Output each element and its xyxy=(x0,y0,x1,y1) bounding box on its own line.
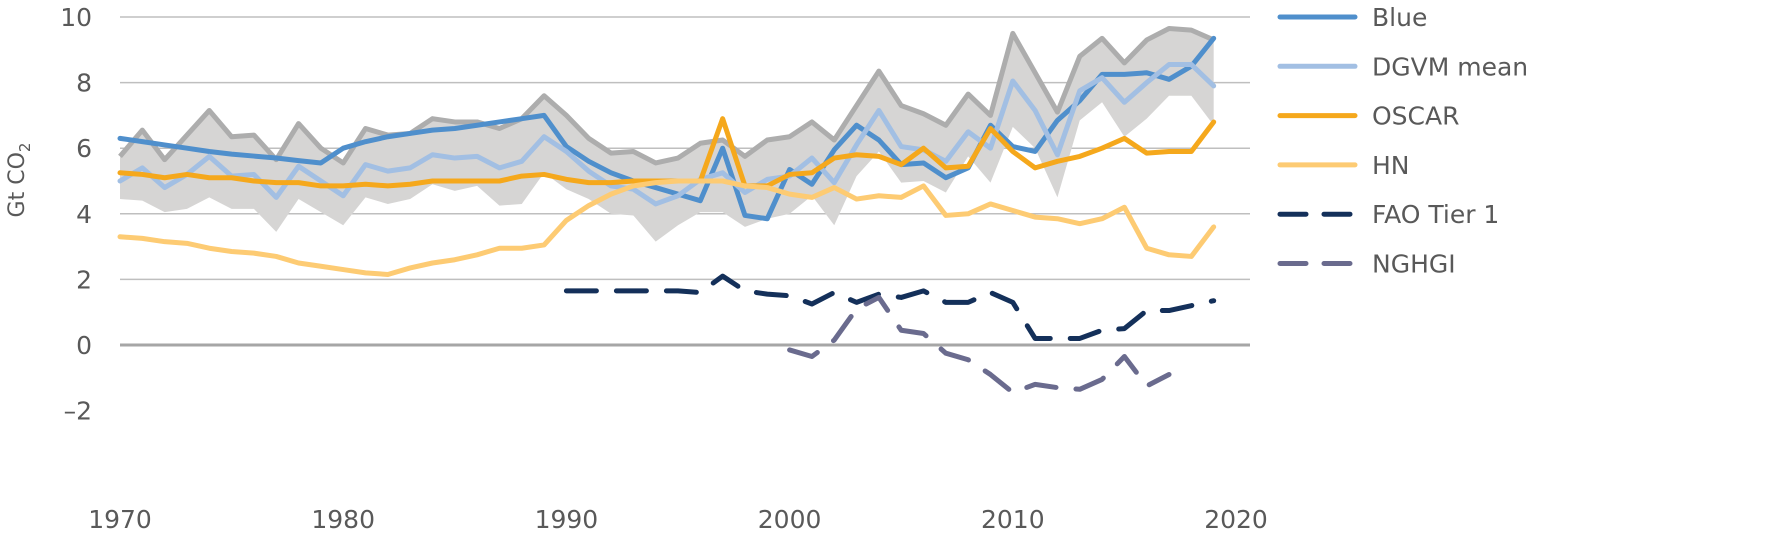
y-axis-label-subscript: 2 xyxy=(16,143,34,153)
x-tick-label: 1970 xyxy=(88,505,152,534)
dgvm-range-upper-edge xyxy=(118,25,1215,166)
x-tick-label: 1990 xyxy=(535,505,599,534)
legend-label-nghgi: NGHGI xyxy=(1372,250,1456,279)
legend-label-dgvm-mean: DGVM mean xyxy=(1372,52,1528,81)
legend-label-fao-tier-1: FAO Tier 1 xyxy=(1372,200,1499,229)
series-line-hn xyxy=(117,178,1217,277)
legend-label-oscar: OSCAR xyxy=(1372,102,1459,131)
legend: Blue DGVM mean OSCAR HN FAO Tier 1 NGHGI xyxy=(1277,3,1528,279)
y-tick-label: 10 xyxy=(60,3,92,32)
dgvm-range-area xyxy=(120,28,1214,242)
y-axis-ticks: –2 0 2 4 6 8 10 xyxy=(60,3,92,426)
x-tick-label: 2000 xyxy=(758,505,822,534)
series-line-dgvm-mean xyxy=(117,62,1217,207)
x-tick-label: 2020 xyxy=(1204,505,1268,534)
x-tick-label: 2010 xyxy=(981,505,1045,534)
y-tick-label: 4 xyxy=(76,200,92,229)
y-tick-label: 8 xyxy=(76,69,92,98)
dgvm-range-band xyxy=(118,25,1215,242)
y-axis-label: Gt CO2 xyxy=(5,143,34,218)
y-tick-label: –2 xyxy=(64,397,92,426)
y-tick-label: 6 xyxy=(76,134,92,163)
y-tick-label: 0 xyxy=(76,331,92,360)
legend-label-hn: HN xyxy=(1372,151,1410,180)
y-tick-label: 2 xyxy=(76,265,92,294)
series-lines xyxy=(117,35,1217,396)
x-tick-label: 1980 xyxy=(311,505,375,534)
series-line-fao-tier-1 xyxy=(563,273,1217,341)
legend-label-blue: Blue xyxy=(1372,3,1427,32)
series-line-blue xyxy=(117,35,1217,222)
x-axis-ticks: 1970 1980 1990 2000 2010 2020 xyxy=(88,505,1268,534)
